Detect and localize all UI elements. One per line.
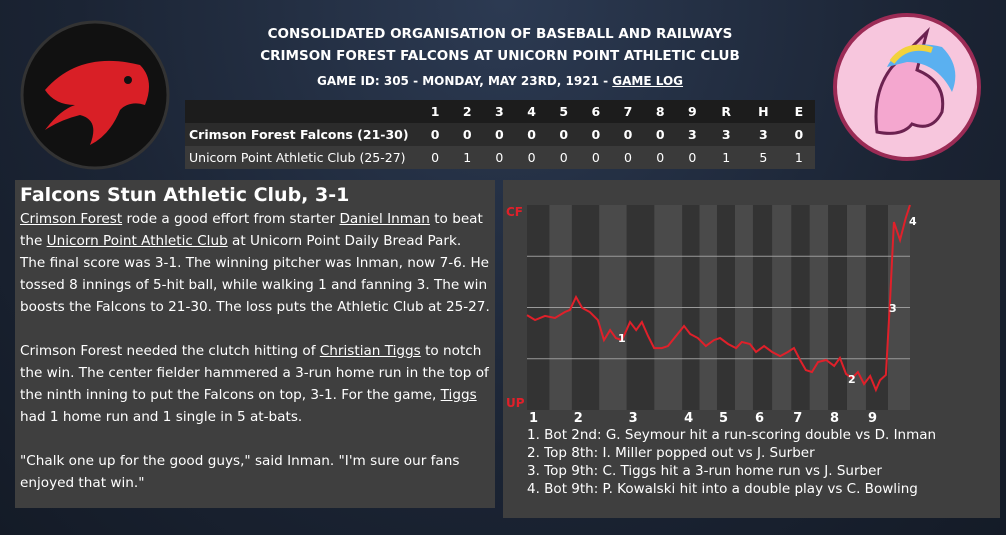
column-header: 6: [579, 100, 612, 123]
x-tick-label: 5: [719, 411, 728, 426]
score-cell: 0: [483, 146, 516, 169]
score-cell: 0: [782, 123, 815, 146]
top-label: CF: [506, 205, 523, 219]
text: at Unicorn Point Daily Bread Park. The f…: [20, 233, 490, 315]
event-note: 3. Top 9th: C. Tiggs hit a 3-run home ru…: [527, 463, 882, 479]
score-cell: 3: [708, 123, 745, 146]
score-cell: 1: [451, 146, 484, 169]
column-header: 8: [644, 100, 677, 123]
paragraph: Crimson Forest needed the clutch hitting…: [20, 340, 490, 428]
x-tick-label: 8: [830, 411, 839, 426]
score-cell: 0: [451, 123, 484, 146]
event-note: 4. Bot 9th: P. Kowalski hit into a doubl…: [527, 481, 918, 497]
paragraph: Crimson Forest rode a good effort from s…: [20, 208, 490, 318]
score-cell: 5: [744, 146, 783, 169]
event-note: 2. Top 8th: I. Miller popped out vs J. S…: [527, 445, 815, 461]
score-cell: 1: [782, 146, 815, 169]
league-title: CONSOLIDATED ORGANISATION OF BASEBALL AN…: [267, 26, 733, 42]
x-tick-label: 3: [629, 411, 638, 426]
win-probability-line: [526, 204, 911, 393]
score-cell: 0: [611, 123, 645, 146]
link[interactable]: Unicorn Point Athletic Club: [46, 233, 228, 249]
score-cell: 0: [515, 123, 548, 146]
paragraph: "Chalk one up for the good guys," said I…: [20, 450, 490, 494]
x-tick-label: 6: [755, 411, 764, 426]
text: had 1 home run and 1 single in 5 at-bats…: [20, 409, 303, 425]
score-cell: 0: [644, 123, 677, 146]
score-cell: 0: [419, 123, 452, 146]
text: Crimson Forest needed the clutch hitting…: [20, 343, 320, 359]
game-log-link[interactable]: GAME LOG: [612, 74, 684, 88]
game-info-text: GAME ID: 305 - MONDAY, MAY 23RD, 1921 -: [316, 74, 613, 88]
link[interactable]: Tiggs: [440, 387, 477, 403]
team-name: Crimson Forest Falcons (21-30): [185, 123, 419, 146]
score-cell: 3: [744, 123, 783, 146]
event-marker: 1: [618, 332, 626, 345]
column-header: 3: [483, 100, 516, 123]
column-header: R: [708, 100, 745, 123]
score-cell: 1: [708, 146, 745, 169]
linescore: 1 2 3 4 5 6 7 8 9 R H E Crimson Forest Falcons (21-3…: [185, 100, 815, 169]
link[interactable]: Christian Tiggs: [319, 343, 421, 359]
game-info: GAME ID: 305 - MONDAY, MAY 23RD, 1921 - …: [200, 74, 800, 88]
score-cell: 0: [579, 123, 612, 146]
bottom-label: UP: [506, 396, 525, 410]
team-name: Unicorn Point Athletic Club (25-27): [185, 146, 419, 169]
column-header: E: [782, 100, 815, 123]
x-tick-label: 1: [529, 411, 538, 426]
score-cell: 0: [515, 146, 548, 169]
column-header: H: [744, 100, 783, 123]
x-tick-label: 7: [793, 411, 802, 426]
link[interactable]: Crimson Forest: [20, 211, 123, 227]
linescore-row: Unicorn Point Athletic Club (25-27) 0 1 0 0 0…: [185, 146, 815, 169]
column-header: 1: [419, 100, 452, 123]
away-logo: [20, 20, 170, 170]
article-title: Falcons Stun Athletic Club, 3-1: [20, 184, 350, 206]
text: "Chalk one up for the good guys," said I…: [20, 453, 460, 491]
event-note: 1. Bot 2nd: G. Seymour hit a run-scoring…: [527, 427, 936, 443]
x-tick-label: 4: [684, 411, 693, 426]
matchup-title: CRIMSON FOREST FALCONS AT UNICORN POINT …: [260, 48, 740, 64]
column-header: 4: [515, 100, 548, 123]
linescore-row: Crimson Forest Falcons (21-30) 0 0 0 0 0 0 0 0 3 3…: [185, 123, 815, 146]
x-tick-label: 9: [868, 411, 877, 426]
score-cell: 0: [676, 146, 709, 169]
score-cell: 0: [611, 146, 645, 169]
score-cell: 0: [644, 146, 677, 169]
x-tick-label: 2: [574, 411, 583, 426]
event-marker: 3: [889, 302, 897, 315]
score-cell: 0: [579, 146, 612, 169]
score-cell: 0: [483, 123, 516, 146]
link[interactable]: Daniel Inman: [339, 211, 430, 227]
event-marker: 2: [848, 373, 856, 386]
text: to beat the: [20, 211, 483, 249]
text: rode a good effort from starter: [122, 211, 340, 227]
text: to notch the win. The center fielder ham…: [20, 343, 489, 403]
score-cell: 3: [676, 123, 709, 146]
column-header: 2: [451, 100, 484, 123]
column-header: 9: [676, 100, 709, 123]
article: Falcons Stun Athletic Club, 3-1 Crimson F…: [15, 180, 495, 508]
column-header: 7: [611, 100, 645, 123]
score-cell: 0: [547, 123, 580, 146]
header-blank: [185, 100, 419, 123]
home-logo: [833, 13, 981, 161]
score-cell: 0: [547, 146, 580, 169]
event-marker: 4: [909, 215, 917, 228]
score-cell: 0: [419, 146, 452, 169]
column-header: 5: [547, 100, 580, 123]
